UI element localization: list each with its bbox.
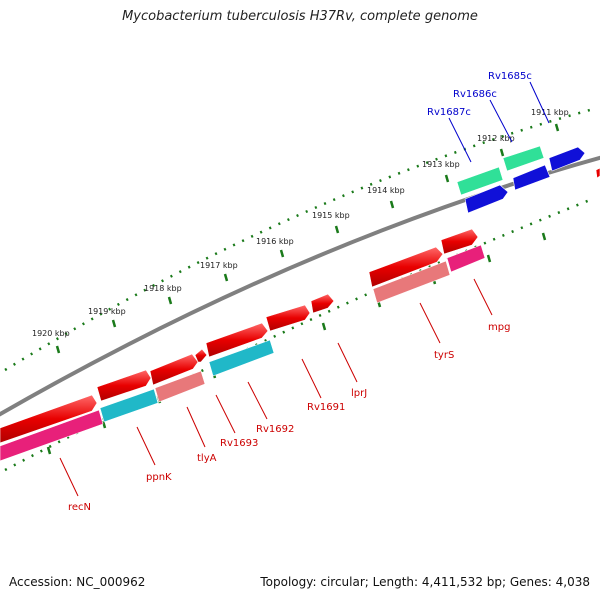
gene-arrow-lprJ[interactable] (310, 293, 335, 314)
gene-arrow-tlyA[interactable] (149, 353, 199, 386)
accession-label: Accession: NC_000962 (9, 575, 146, 589)
major-tick (389, 200, 395, 209)
gene-label-Rv1686c[interactable]: Rv1686c (453, 89, 497, 100)
gene-arrow-mint-1[interactable] (502, 145, 545, 172)
tick-label: 1915 kbp (312, 211, 350, 220)
major-tick (499, 148, 505, 157)
gene-label-Rv1692[interactable]: Rv1692 (256, 424, 294, 435)
gene-arrow-mint-2[interactable] (456, 166, 504, 196)
major-tick (444, 174, 450, 183)
leader-line (489, 99, 513, 143)
gene-label-Rv1691[interactable]: Rv1691 (307, 402, 345, 413)
gene-arrow-Rv1691[interactable] (265, 304, 311, 332)
leader-line (448, 117, 472, 163)
genome-summary: Topology: circular; Length: 4,411,532 bp… (260, 575, 590, 589)
gene-arrow-ppnK[interactable] (96, 369, 152, 402)
major-tick (101, 420, 107, 429)
gene-label-Rv1685c[interactable]: Rv1685c (488, 71, 532, 82)
ruler-major-ticks (55, 123, 560, 354)
gene-arrow-Rv1692[interactable] (205, 322, 269, 358)
forward-strand-genes (0, 228, 479, 444)
major-tick (541, 232, 547, 241)
feature-block-pink-right (446, 244, 486, 273)
feature-row (0, 244, 486, 462)
leader-line (59, 457, 79, 497)
red-label-leaders (59, 278, 493, 497)
major-tick (46, 446, 52, 455)
gene-label-Rv1693[interactable]: Rv1693 (220, 438, 258, 449)
leader-line (529, 81, 550, 124)
gene-arrow-tyrS[interactable] (368, 246, 444, 288)
gene-arrow-Rv1687c[interactable] (464, 184, 509, 214)
leader-line (301, 358, 322, 399)
major-tick (55, 345, 61, 354)
gene-label-tlyA[interactable]: tlyA (197, 453, 217, 464)
gene-arrow-mpg[interactable] (440, 228, 479, 255)
leader-line (136, 426, 156, 466)
feature-block-cyan-2 (99, 388, 159, 423)
ruler-tick-labels: 1911 kbp 1912 kbp 1913 kbp 1914 kbp 1915… (32, 108, 569, 338)
tick-label: 1911 kbp (531, 108, 569, 117)
reverse-strand-genes (456, 145, 600, 214)
tick-label: 1916 kbp (256, 237, 294, 246)
gene-arrow-Rv1685c[interactable] (548, 146, 586, 172)
gene-label-recN[interactable]: recN (68, 502, 91, 513)
major-tick (554, 123, 560, 132)
leader-line (215, 394, 236, 434)
tick-label: 1919 kbp (88, 307, 126, 316)
gene-arrow-right-edge[interactable] (595, 167, 600, 179)
leader-line (247, 381, 268, 420)
tick-label: 1913 kbp (422, 160, 460, 169)
genome-backbone (0, 155, 600, 417)
major-tick (321, 322, 327, 331)
gene-label-ppnK[interactable]: ppnK (146, 472, 172, 483)
leader-line (337, 342, 358, 383)
major-tick (223, 273, 229, 282)
blue-label-leaders (448, 81, 550, 163)
leader-line (186, 406, 206, 448)
gene-label-mpg[interactable]: mpg (488, 322, 510, 333)
gene-arrow-recN[interactable] (0, 394, 98, 444)
feature-block-cyan-1 (208, 339, 275, 377)
tick-label: 1920 kbp (32, 329, 70, 338)
leader-line (473, 278, 493, 316)
gene-label-Rv1687c[interactable]: Rv1687c (427, 107, 471, 118)
blue-gene-labels: Rv1685c Rv1686c Rv1687c (427, 71, 532, 118)
ruler-arc-inner (4, 198, 591, 472)
gene-arrow-Rv1686c[interactable] (512, 164, 551, 191)
gene-label-tyrS[interactable]: tyrS (434, 350, 454, 361)
feature-block-salmon-right (372, 260, 451, 304)
major-tick (167, 296, 173, 305)
tick-label: 1914 kbp (367, 186, 405, 195)
tick-label: 1918 kbp (144, 284, 182, 293)
tick-label: 1917 kbp (200, 261, 238, 270)
map-title: Mycobacterium tuberculosis H37Rv, comple… (122, 9, 478, 24)
major-tick (111, 319, 117, 328)
tick-label: 1912 kbp (477, 134, 515, 143)
red-gene-labels: mpg tyrS lprJ Rv1691 Rv1692 Rv1693 tlyA … (68, 322, 510, 513)
leader-line (419, 302, 441, 344)
major-tick (279, 249, 285, 258)
feature-block-salmon-left (154, 370, 206, 403)
major-tick (486, 254, 492, 263)
major-tick (334, 225, 340, 234)
feature-block-pink-left (0, 409, 104, 462)
gene-label-lprJ[interactable]: lprJ (351, 388, 367, 399)
